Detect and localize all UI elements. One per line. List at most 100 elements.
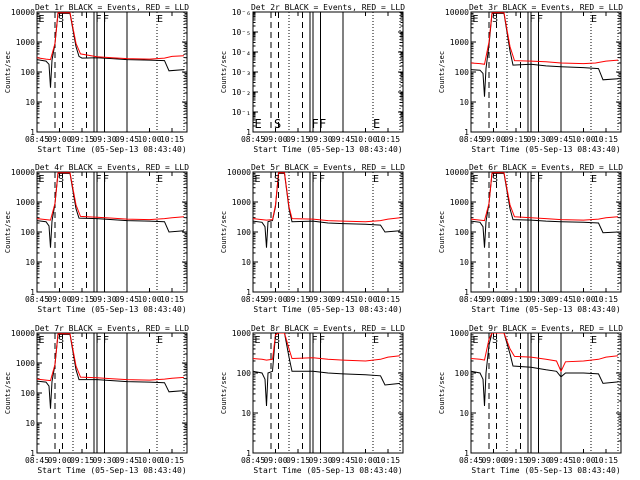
x-tick-label: 09:15	[286, 135, 310, 144]
event-marker-label: F	[312, 174, 318, 185]
plot-frame	[470, 11, 622, 133]
y-tick-label: 10000	[11, 329, 35, 338]
panel-title: Det 8r BLACK = Events, RED = LLD	[251, 324, 405, 333]
x-tick-label: 10:15	[160, 135, 184, 144]
y-tick-label: 1000	[16, 359, 35, 368]
y-tick-label: 1	[30, 288, 35, 297]
y-tick-label: 100	[455, 228, 470, 237]
x-tick-label: 09:30	[92, 295, 116, 304]
x-tick-label: 08:45	[25, 295, 49, 304]
x-tick-label: 10:00	[137, 135, 161, 144]
series-line-lld	[253, 333, 401, 362]
y-tick-label: 10⁻₁	[232, 108, 251, 117]
panel-2	[252, 11, 404, 133]
x-tick-label: 10:00	[353, 135, 377, 144]
x-axis-label: Start Time (05-Sep-13 08:43:40)	[253, 305, 402, 314]
panel-6	[470, 171, 622, 293]
y-tick-label: 10000	[445, 8, 469, 17]
x-tick-label: 10:15	[160, 456, 184, 465]
event-marker-label: E	[255, 117, 262, 131]
x-axis-label: Start Time (05-Sep-13 08:43:40)	[471, 466, 620, 475]
panel-4	[36, 171, 188, 293]
event-marker-label: F	[537, 335, 543, 346]
y-tick-label: 10	[241, 409, 251, 418]
x-tick-label: 09:15	[504, 295, 528, 304]
panel-title: Det 3r BLACK = Events, RED = LLD	[469, 3, 623, 12]
event-marker-label: E	[373, 117, 380, 131]
y-tick-label: 100	[455, 68, 470, 77]
y-tick-label: 1000	[450, 198, 469, 207]
panel-8	[252, 332, 404, 454]
y-tick-label: 100	[237, 369, 252, 378]
series-line-lld	[471, 172, 619, 222]
x-tick-label: 09:15	[70, 135, 94, 144]
y-tick-label: 1000	[16, 198, 35, 207]
event-marker-label: E	[473, 335, 479, 346]
event-marker-label: E	[157, 335, 163, 346]
event-marker-label: S	[58, 174, 64, 185]
plot-frame	[252, 332, 404, 454]
event-marker-label: S	[492, 335, 498, 346]
event-marker-label: F	[96, 14, 102, 25]
x-tick-label: 08:45	[241, 295, 265, 304]
y-axis-label: Counts/sec	[438, 211, 446, 253]
x-tick-label: 09:15	[70, 295, 94, 304]
x-tick-label: 10:00	[571, 135, 595, 144]
y-tick-label: 1000	[232, 198, 251, 207]
x-tick-label: 08:45	[241, 135, 265, 144]
plot-frame	[252, 11, 404, 133]
panel-9	[470, 332, 622, 454]
panel-title: Det 7r BLACK = Events, RED = LLD	[35, 324, 189, 333]
panel-title: Det 4r BLACK = Events, RED = LLD	[35, 163, 189, 172]
panel-7	[36, 332, 188, 454]
x-tick-label: 09:45	[115, 135, 139, 144]
plot-frame	[252, 171, 404, 293]
x-axis-label: Start Time (05-Sep-13 08:43:40)	[253, 466, 402, 475]
x-tick-label: 09:45	[549, 456, 573, 465]
y-tick-label: 100	[21, 228, 36, 237]
y-tick-label: 10	[459, 409, 469, 418]
y-tick-label: 10	[25, 258, 35, 267]
y-axis-label: Counts/sec	[4, 51, 12, 93]
y-tick-label: 10	[459, 258, 469, 267]
event-marker-label: F	[312, 335, 318, 346]
series-line-lld	[37, 333, 185, 382]
x-tick-label: 09:30	[526, 295, 550, 304]
x-tick-label: 09:30	[308, 456, 332, 465]
x-tick-label: 10:00	[353, 456, 377, 465]
y-tick-label: 10000	[11, 168, 35, 177]
panel-title: Det 6r BLACK = Events, RED = LLD	[469, 163, 623, 172]
x-tick-label: 08:45	[459, 135, 483, 144]
y-axis-label: Counts/sec	[220, 211, 228, 253]
event-marker-label: S	[274, 335, 280, 346]
event-marker-label: F	[96, 174, 102, 185]
y-tick-label: 1	[464, 449, 469, 458]
event-marker-label: E	[255, 335, 261, 346]
event-marker-label: E	[473, 174, 479, 185]
event-marker-label: F	[537, 14, 543, 25]
x-tick-label: 09:15	[70, 456, 94, 465]
x-tick-label: 09:00	[481, 135, 505, 144]
event-marker-label: E	[473, 14, 479, 25]
y-tick-label: 1	[246, 128, 251, 137]
y-tick-label: 1	[30, 128, 35, 137]
y-tick-label: 100	[21, 389, 36, 398]
y-axis-label: Counts/sec	[4, 211, 12, 253]
y-tick-label: 10	[459, 98, 469, 107]
x-axis-label: Start Time (05-Sep-13 08:43:40)	[471, 145, 620, 154]
y-tick-label: 10⁻₆	[232, 8, 251, 17]
x-tick-label: 09:00	[263, 135, 287, 144]
y-tick-label: 1000	[450, 329, 469, 338]
series-line-events	[37, 12, 185, 88]
x-tick-label: 09:45	[549, 295, 573, 304]
x-tick-label: 09:00	[47, 456, 71, 465]
y-tick-label: 100	[21, 68, 36, 77]
y-axis-label: Counts/sec	[438, 372, 446, 414]
panel-title: Det 1r BLACK = Events, RED = LLD	[35, 3, 189, 12]
x-tick-label: 10:15	[160, 295, 184, 304]
x-tick-label: 10:00	[353, 295, 377, 304]
x-tick-label: 09:45	[549, 135, 573, 144]
event-marker-label: E	[157, 14, 163, 25]
event-marker-label: S	[274, 174, 280, 185]
y-tick-label: 10000	[227, 168, 251, 177]
